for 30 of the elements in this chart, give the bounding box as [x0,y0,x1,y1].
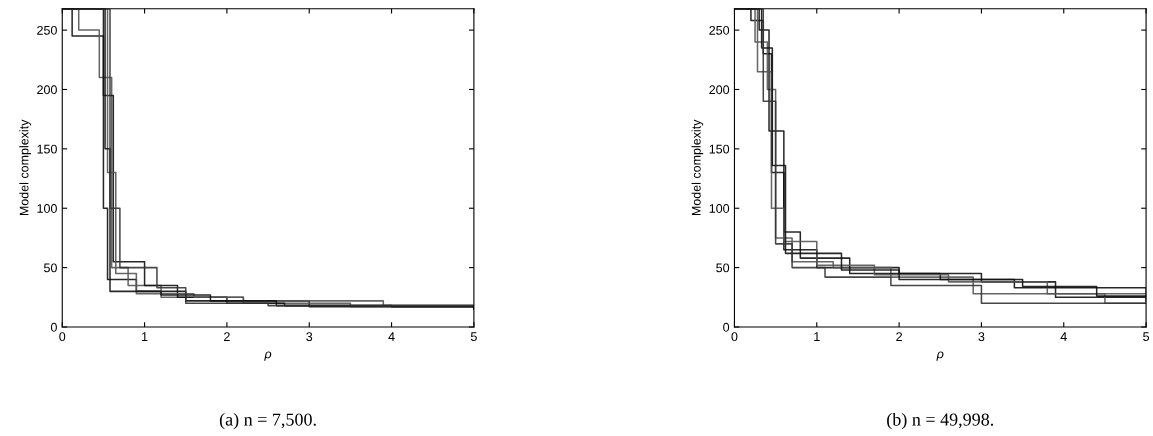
y-tick-label: 250 [37,25,57,35]
y-axis-title: Model complexity [19,119,31,216]
text: (b) n = 49,998. [887,412,994,430]
y-tick-label: 200 [37,85,57,95]
x-tick-label: 2 [224,332,230,341]
y-tick-label: 0 [50,322,57,332]
text: (a) n = 7,500. [219,412,316,430]
x-tick-label: 0 [59,332,66,342]
y-tick-label: 100 [709,204,730,213]
x-tick-label: 5 [470,332,477,342]
y-tick-label: 200 [709,85,730,95]
x-tick-label: 1 [142,332,148,341]
x-tick-label: 3 [306,332,313,342]
y-tick-label: 150 [709,144,730,154]
y-tick-label: 0 [723,322,730,332]
y-tick-label: 250 [709,25,730,35]
y-tick-label: 100 [37,204,57,213]
x-tick-label: 1 [814,332,820,341]
x-tick-label: 4 [1060,332,1067,341]
y-axis-title: Model complexity [691,119,704,216]
x-tick-label: 0 [731,332,738,342]
y-tick-label: 150 [37,144,57,154]
y-tick-label: 50 [716,263,730,273]
x-tick-label: 4 [388,332,395,341]
y-tick-label: 50 [44,263,57,273]
x-tick-label: 5 [1143,332,1150,342]
x-tick-label: 3 [978,332,985,342]
x-tick-label: 2 [896,332,902,341]
x-axis-title: ρ [264,351,272,361]
x-axis-title: ρ [936,351,944,361]
